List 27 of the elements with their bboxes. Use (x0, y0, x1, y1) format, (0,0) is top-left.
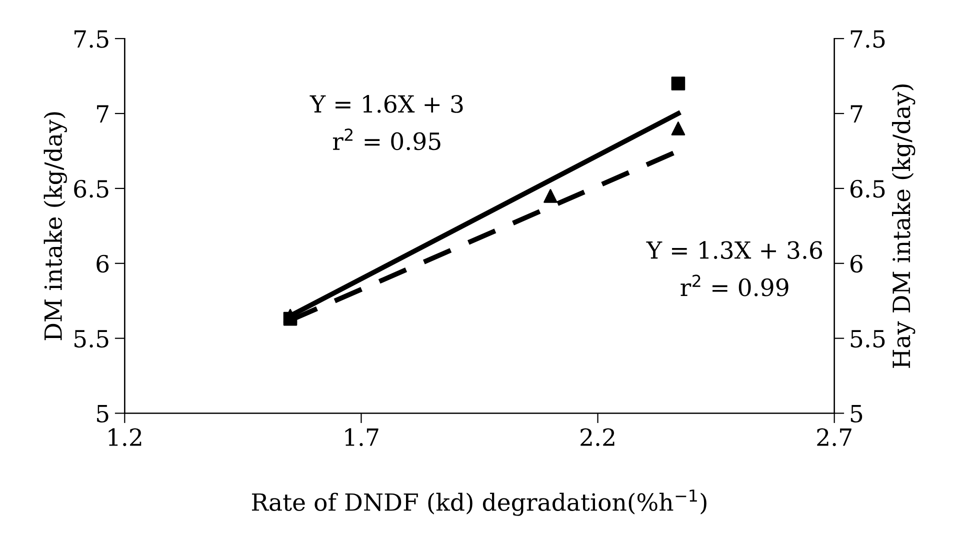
y-axis-title: DM intake (kg/day) (44, 112, 67, 340)
y2-tick-label: 6 (850, 254, 862, 273)
x-tick-label: 2.7 (817, 428, 852, 446)
y2-tick-label: 7 (850, 105, 862, 122)
y-tick-label: 7.5 (74, 30, 108, 48)
x-tick-label: 2.2 (580, 428, 614, 446)
point (671, 76, 686, 90)
y-tick-label: 5 (97, 405, 108, 423)
y2-tick-label: 7.5 (850, 30, 885, 48)
y-tick-label: 7 (97, 105, 108, 122)
y2-tick-label: 6.5 (850, 180, 885, 198)
y2-axis-title: Hay DM intake (kg/day) (892, 84, 916, 368)
y-tick-label: 6.5 (74, 180, 108, 198)
point (283, 308, 298, 323)
point (544, 189, 558, 203)
annotation: Y = 1.3X + 3.6 (646, 241, 822, 259)
annotation: r$^{2}$ = 0.95 (332, 128, 440, 150)
x-tick-label: 1.7 (345, 428, 378, 446)
y-tick-label: 5.5 (74, 330, 108, 348)
x-tick-label: 1.2 (108, 428, 142, 446)
y-tick-label: 6 (96, 254, 109, 273)
y2-tick-label: 5.5 (850, 330, 885, 348)
y2-tick-label: 5 (850, 405, 862, 423)
point (671, 122, 686, 136)
annotation: Y = 1.6X + 3 (310, 95, 463, 113)
x-axis-title: Rate of DNDF (kd) degradation(%h$^{−1}$) (252, 490, 706, 516)
annotation: r$^{2}$ = 0.99 (680, 274, 788, 296)
